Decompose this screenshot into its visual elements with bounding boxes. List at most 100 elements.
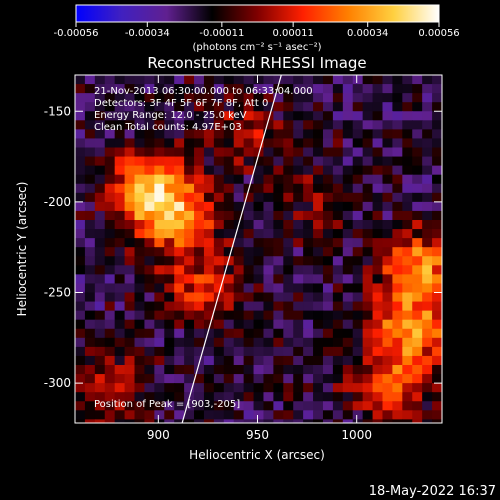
heatmap-cell <box>303 292 314 303</box>
heatmap-cell <box>243 319 255 330</box>
heatmap-cell <box>362 220 374 230</box>
heatmap-cell <box>124 174 136 185</box>
heatmap-cell <box>422 201 433 212</box>
heatmap-cell <box>213 328 225 339</box>
heatmap-cell <box>322 174 334 185</box>
heatmap-cell <box>412 337 423 348</box>
heatmap-cell <box>203 192 215 203</box>
heatmap-cell <box>104 301 116 312</box>
heatmap-cell <box>412 129 423 140</box>
heatmap-cell <box>184 220 195 230</box>
heatmap-cell <box>114 401 126 411</box>
heatmap-cell <box>164 401 175 411</box>
heatmap-cell <box>233 84 245 94</box>
heatmap-cell <box>233 419 245 423</box>
heatmap-cell <box>164 111 175 121</box>
heatmap-cell <box>322 84 334 94</box>
heatmap-cell <box>154 156 165 167</box>
heatmap-cell <box>362 355 374 366</box>
heatmap-cell <box>194 210 205 221</box>
heatmap-cell <box>124 165 136 176</box>
heatmap-cell <box>263 283 274 294</box>
heatmap-cell <box>313 129 324 140</box>
heatmap-cell <box>422 111 433 121</box>
heatmap-cell <box>432 292 442 303</box>
heatmap-cell <box>223 365 235 375</box>
heatmap-cell <box>412 165 423 176</box>
heatmap-cell <box>432 355 442 366</box>
heatmap-cell <box>253 365 265 375</box>
heatmap-cell <box>303 346 314 357</box>
heatmap-cell <box>332 84 344 94</box>
heatmap-cell <box>392 265 403 275</box>
heatmap-cell <box>392 401 403 411</box>
heatmap-cell <box>352 192 364 203</box>
heatmap-cell <box>174 419 185 423</box>
heatmap-cell <box>223 147 235 158</box>
heatmap-cell <box>174 238 185 248</box>
x-tick-label: 900 <box>147 428 170 442</box>
heatmap-cell <box>104 365 116 375</box>
heatmap-cell <box>203 156 215 167</box>
heatmap-cell <box>144 365 155 375</box>
heatmap-cell <box>233 292 245 303</box>
heatmap-cell <box>412 75 423 85</box>
heatmap-cell <box>303 428 314 438</box>
heatmap-cell <box>273 111 284 121</box>
heatmap-cell <box>184 274 195 285</box>
heatmap-cell <box>114 319 126 330</box>
heatmap-cell <box>313 93 324 103</box>
heatmap-cell <box>253 238 265 248</box>
heatmap-cell <box>223 102 235 112</box>
heatmap-cell <box>442 356 453 366</box>
colorbar-ticks: -0.00056 -0.00034 -0.00011 0.00011 0.00034 0.… <box>54 22 460 39</box>
heatmap-cell <box>84 292 96 303</box>
heatmap-cell <box>194 328 205 339</box>
heatmap-cell <box>104 229 116 239</box>
heatmap-cell <box>243 410 255 420</box>
heatmap-cell <box>313 174 324 185</box>
heatmap-cell <box>362 401 374 411</box>
heatmap-cell <box>203 210 215 221</box>
heatmap-cell <box>332 256 344 266</box>
heatmap-cell <box>94 174 106 185</box>
heatmap-cell <box>402 229 413 239</box>
heatmap-cell <box>134 192 146 203</box>
heatmap-cell <box>104 120 116 130</box>
heatmap-cell <box>362 292 374 303</box>
heatmap-cell <box>382 301 394 312</box>
heatmap-cell <box>422 355 433 366</box>
heatmap-cell <box>154 310 165 321</box>
heatmap-cell <box>293 111 304 121</box>
heatmap-cell <box>273 355 284 366</box>
heatmap-cell <box>293 174 304 185</box>
heatmap-cell <box>442 338 453 348</box>
heatmap-cell <box>84 355 96 366</box>
heatmap-cell <box>84 102 96 112</box>
heatmap-cell <box>442 220 453 230</box>
heatmap-cell <box>382 392 394 402</box>
heatmap-cell <box>293 129 304 140</box>
heatmap-cell <box>184 355 195 366</box>
heatmap-cell <box>174 129 185 140</box>
colorbar-tick-label: 0.00011 <box>272 28 313 39</box>
heatmap-cell <box>432 129 442 140</box>
heatmap-cell <box>303 328 314 339</box>
heatmap-cell <box>154 365 165 375</box>
heatmap-cell <box>283 201 294 212</box>
heatmap-cell <box>184 292 195 303</box>
heatmap-cell <box>392 337 403 348</box>
heatmap-cell <box>352 319 364 330</box>
heatmap-cell <box>84 365 96 375</box>
heatmap-cell <box>253 301 265 312</box>
heatmap-cell <box>422 174 433 185</box>
heatmap-cell <box>213 138 225 149</box>
heatmap-cell <box>342 310 354 321</box>
heatmap-cell <box>94 201 106 212</box>
heatmap-cell <box>213 319 225 330</box>
heatmap-cell <box>432 156 442 167</box>
heatmap-cell <box>352 374 364 384</box>
heatmap-cell <box>352 355 364 366</box>
heatmap-cell <box>154 174 165 185</box>
heatmap-cell <box>184 256 195 266</box>
